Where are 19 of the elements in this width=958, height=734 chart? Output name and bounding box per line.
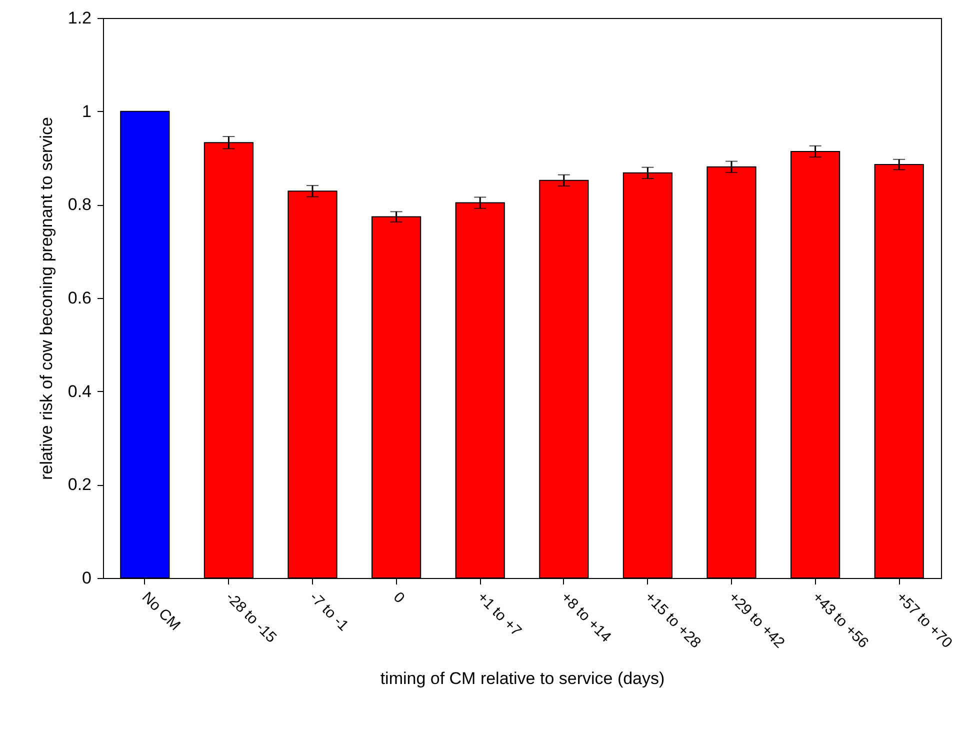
- x-tick-label: +8 to +14: [558, 588, 614, 646]
- x-tick-label: -28 to -15: [222, 588, 280, 646]
- y-tick-label: 1.2: [68, 8, 92, 28]
- x-tick-label: +1 to +7: [474, 588, 525, 640]
- y-tick-label: 0.2: [68, 475, 92, 494]
- y-tick-label: 0.8: [68, 195, 92, 214]
- x-tick-label: +15 to +28: [641, 588, 704, 652]
- x-tick-label: 0: [390, 588, 408, 607]
- y-axis-title: relative risk of cow beconing pregnant to service: [36, 117, 56, 480]
- y-tick-label: 0.6: [68, 288, 92, 308]
- x-tick-label: +57 to +70: [892, 588, 956, 652]
- x-tick-label: -7 to -1: [306, 588, 352, 634]
- y-tick-label: 0: [82, 568, 92, 588]
- x-tick-label: No CM: [138, 588, 184, 634]
- y-tick-label: 0.4: [68, 382, 92, 401]
- y-tick-label: 1: [82, 102, 92, 121]
- x-tick-label: +29 to +42: [725, 588, 788, 652]
- x-tick-label: +43 to +56: [808, 588, 872, 652]
- x-axis-title: timing of CM relative to service (days): [380, 668, 665, 688]
